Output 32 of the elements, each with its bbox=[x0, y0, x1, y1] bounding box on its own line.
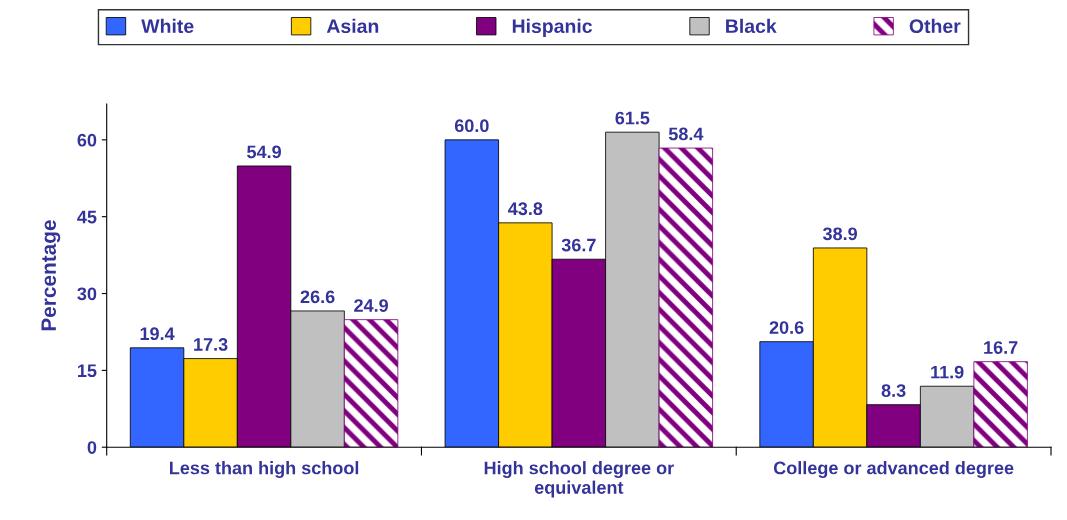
text: 20.6 bbox=[769, 321, 804, 334]
y-tick-label: 30 bbox=[77, 287, 97, 301]
y-tick-label: 0 bbox=[87, 441, 97, 454]
x-tick-label: Less than high school bbox=[170, 461, 359, 478]
text: 43.8 bbox=[508, 202, 543, 216]
x-tick-label: College or advanced degree bbox=[773, 461, 1014, 478]
text: 58.4 bbox=[668, 127, 704, 141]
legend-label: White bbox=[141, 18, 194, 34]
text: 61.5 bbox=[615, 111, 650, 125]
legend-label: Black bbox=[726, 18, 777, 34]
bar bbox=[343, 319, 399, 448]
text: 60.0 bbox=[454, 119, 489, 133]
text: 24.9 bbox=[354, 299, 389, 312]
text: 38.9 bbox=[822, 227, 858, 241]
y-axis-title: Percentage bbox=[41, 220, 61, 331]
y-tick-label: 15 bbox=[78, 364, 97, 378]
text: 19.4 bbox=[140, 327, 175, 341]
text: 36.7 bbox=[561, 238, 596, 252]
text: 8.3 bbox=[881, 384, 906, 397]
text: 16.7 bbox=[984, 341, 1018, 354]
text: 17.3 bbox=[194, 338, 228, 351]
legend-label: Asian bbox=[326, 18, 379, 34]
y-tick-label: 60 bbox=[77, 133, 97, 147]
text: 11.9 bbox=[931, 365, 964, 379]
bar bbox=[973, 361, 1028, 448]
legend-label: Other bbox=[909, 18, 961, 34]
text: 26.6 bbox=[300, 290, 335, 304]
legend-label: Hispanic bbox=[512, 18, 593, 37]
y-tick-label: 45 bbox=[77, 210, 97, 224]
bar bbox=[658, 147, 714, 448]
text: 54.9 bbox=[247, 145, 281, 159]
x-tick-label: High school degree or equivalent bbox=[484, 461, 674, 498]
